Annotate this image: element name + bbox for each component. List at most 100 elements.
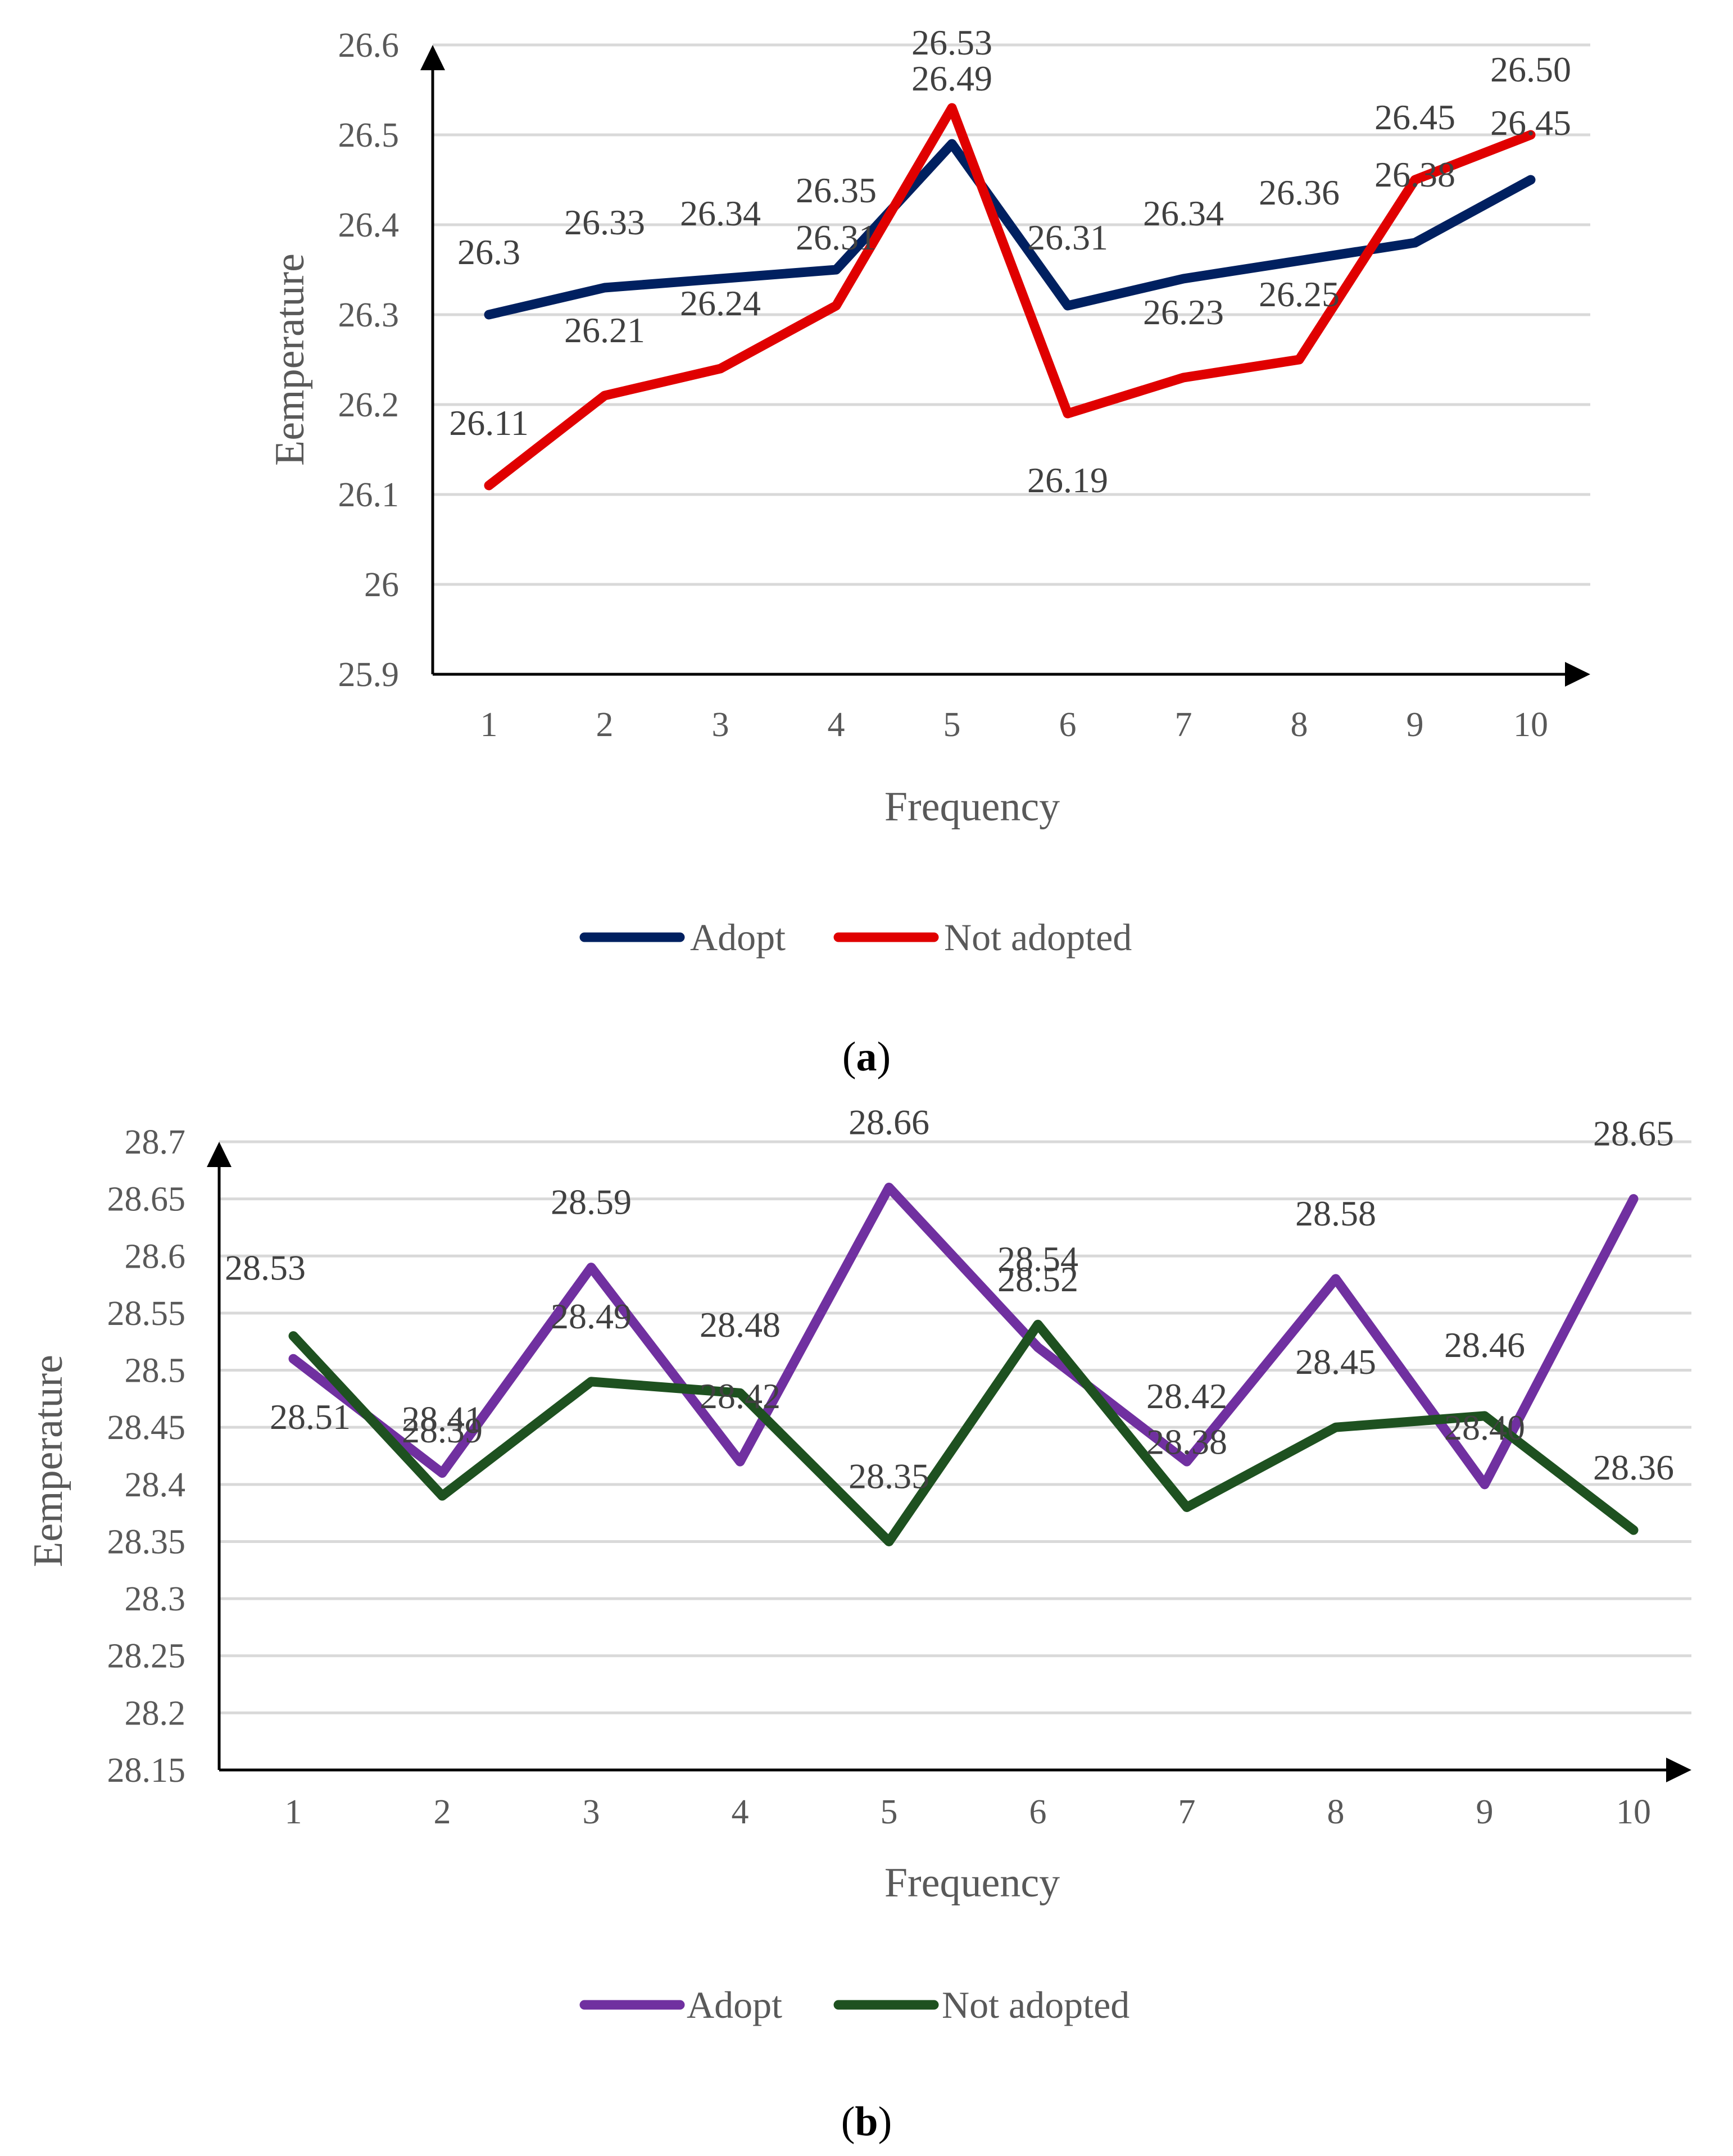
- x-tick-label: 3: [583, 1793, 600, 1831]
- data-label: 28.38: [1146, 1422, 1227, 1461]
- data-label: 28.42: [1146, 1376, 1227, 1416]
- y-tick-label: 28.35: [107, 1523, 186, 1561]
- data-label: 26.23: [1143, 292, 1224, 332]
- data-label: 26.21: [564, 310, 645, 350]
- y-tick-label: 28.25: [107, 1637, 186, 1676]
- x-tick-label: 7: [1175, 706, 1192, 744]
- panel-caption: (a): [842, 1034, 891, 1080]
- x-tick-label: 3: [712, 706, 729, 744]
- x-tick-label: 4: [828, 706, 845, 744]
- legend-label: Not adopted: [942, 1983, 1129, 2026]
- data-label: 28.41: [402, 1399, 483, 1438]
- data-label: 28.65: [1593, 1114, 1674, 1154]
- y-tick-label: 26.3: [338, 296, 400, 334]
- y-tick-label: 26.6: [338, 26, 400, 65]
- data-label: 28.58: [1295, 1193, 1376, 1233]
- x-tick-label: 6: [1059, 706, 1077, 744]
- y-tick-label: 28.7: [125, 1123, 186, 1161]
- x-tick-label: 5: [881, 1793, 898, 1831]
- data-label: 28.54: [997, 1239, 1078, 1279]
- y-tick-label: 28.5: [125, 1352, 186, 1390]
- x-axis-arrow-icon: [1565, 662, 1590, 687]
- data-label: 28.36: [1593, 1447, 1674, 1487]
- series-line-not-adopted: [484, 103, 1536, 491]
- legend-label: Not adopted: [944, 916, 1132, 959]
- data-label: 28.46: [1444, 1325, 1525, 1365]
- data-label: 26.24: [680, 283, 761, 323]
- data-label: 26.36: [1259, 173, 1340, 212]
- data-label: 26.11: [449, 403, 529, 443]
- y-tick-label: 26.2: [338, 386, 400, 424]
- x-tick-label: 9: [1407, 706, 1424, 744]
- data-label: 26.19: [1027, 460, 1108, 500]
- y-tick-label: 28.3: [125, 1580, 186, 1618]
- x-tick-label: 5: [943, 706, 961, 744]
- x-tick-label: 4: [732, 1793, 749, 1831]
- data-label: 28.51: [270, 1397, 351, 1437]
- x-tick-label: 1: [285, 1793, 302, 1831]
- data-label: 28.39: [402, 1410, 483, 1450]
- y-axis-arrow-icon: [207, 1142, 232, 1167]
- x-axis-title: Frequency: [884, 784, 1060, 830]
- data-label: 28.52: [997, 1259, 1078, 1299]
- y-axis-arrow-icon: [420, 45, 445, 70]
- chart-a: 25.9 26 26.1 26.2 26.3 26.4 26.5 26.6 1 2 3 4 5 6 7 8 9 1…: [267, 22, 1590, 1080]
- series-line-adopt: [288, 1182, 1639, 1490]
- data-label: 26.38: [1374, 155, 1455, 194]
- data-label: 26.34: [680, 193, 761, 233]
- x-tick-label: 10: [1616, 1793, 1651, 1831]
- legend-label: Adopt: [687, 1983, 782, 2026]
- y-tick-label: 28.4: [125, 1466, 186, 1504]
- series-line-not-adopted: [288, 1319, 1639, 1546]
- data-label: 28.40: [1444, 1408, 1525, 1447]
- y-tick-label: 25.9: [338, 656, 400, 694]
- data-label: 28.35: [849, 1456, 929, 1496]
- series-line-adopt: [484, 139, 1536, 320]
- y-tick-label: 28.2: [125, 1694, 186, 1732]
- y-axis-title: Eemperature: [267, 253, 313, 466]
- data-label: 28.49: [551, 1296, 632, 1336]
- y-tick-label: 28.65: [107, 1181, 186, 1219]
- data-label: 28.42: [700, 1376, 781, 1416]
- y-tick-label: 26.1: [338, 476, 400, 514]
- x-axis-title: Frequency: [884, 1860, 1060, 1906]
- data-label: 26.25: [1259, 274, 1340, 314]
- data-label: 26.45: [1490, 103, 1571, 143]
- data-label: 26.45: [1374, 97, 1455, 137]
- legend-label: Adopt: [690, 916, 786, 959]
- data-label: 28.53: [225, 1248, 306, 1288]
- data-label: 28.45: [1295, 1342, 1376, 1382]
- y-tick-label: 28.15: [107, 1751, 186, 1790]
- data-label: 26.50: [1490, 49, 1571, 89]
- y-tick-label: 26.4: [338, 206, 400, 244]
- data-label: 28.59: [551, 1182, 632, 1222]
- x-tick-label: 10: [1513, 706, 1548, 744]
- data-label: 26.31: [796, 217, 877, 257]
- chart-b: 28.15 28.2 28.25 28.3 28.35 28.4 28.45 28.5 28.5…: [25, 1102, 1691, 2145]
- data-label: 28.66: [849, 1102, 929, 1142]
- y-tick-label: 28.6: [125, 1237, 186, 1276]
- y-tick-label: 28.45: [107, 1409, 186, 1447]
- panel-caption: (b): [841, 2099, 892, 2145]
- y-tick-label: 26.5: [338, 116, 400, 155]
- data-label: 26.34: [1143, 193, 1224, 233]
- data-label: 28.48: [700, 1305, 781, 1345]
- y-tick-label: 26: [364, 566, 399, 604]
- data-label: 26.49: [911, 58, 992, 98]
- x-axis-arrow-icon: [1666, 1758, 1691, 1782]
- x-tick-label: 8: [1327, 1793, 1345, 1831]
- x-tick-label: 9: [1476, 1793, 1494, 1831]
- data-label: 26.35: [796, 170, 877, 210]
- x-tick-label: 2: [596, 706, 614, 744]
- data-label: 26.3: [457, 232, 520, 272]
- x-tick-label: 8: [1291, 706, 1308, 744]
- data-label: 26.53: [911, 22, 992, 62]
- y-tick-label: 28.55: [107, 1295, 186, 1333]
- x-tick-label: 7: [1178, 1793, 1196, 1831]
- y-axis-title: Eemperature: [25, 1355, 71, 1567]
- x-tick-label: 1: [480, 706, 498, 744]
- x-tick-label: 2: [434, 1793, 451, 1831]
- x-tick-label: 6: [1029, 1793, 1047, 1831]
- data-label: 26.31: [1027, 217, 1108, 257]
